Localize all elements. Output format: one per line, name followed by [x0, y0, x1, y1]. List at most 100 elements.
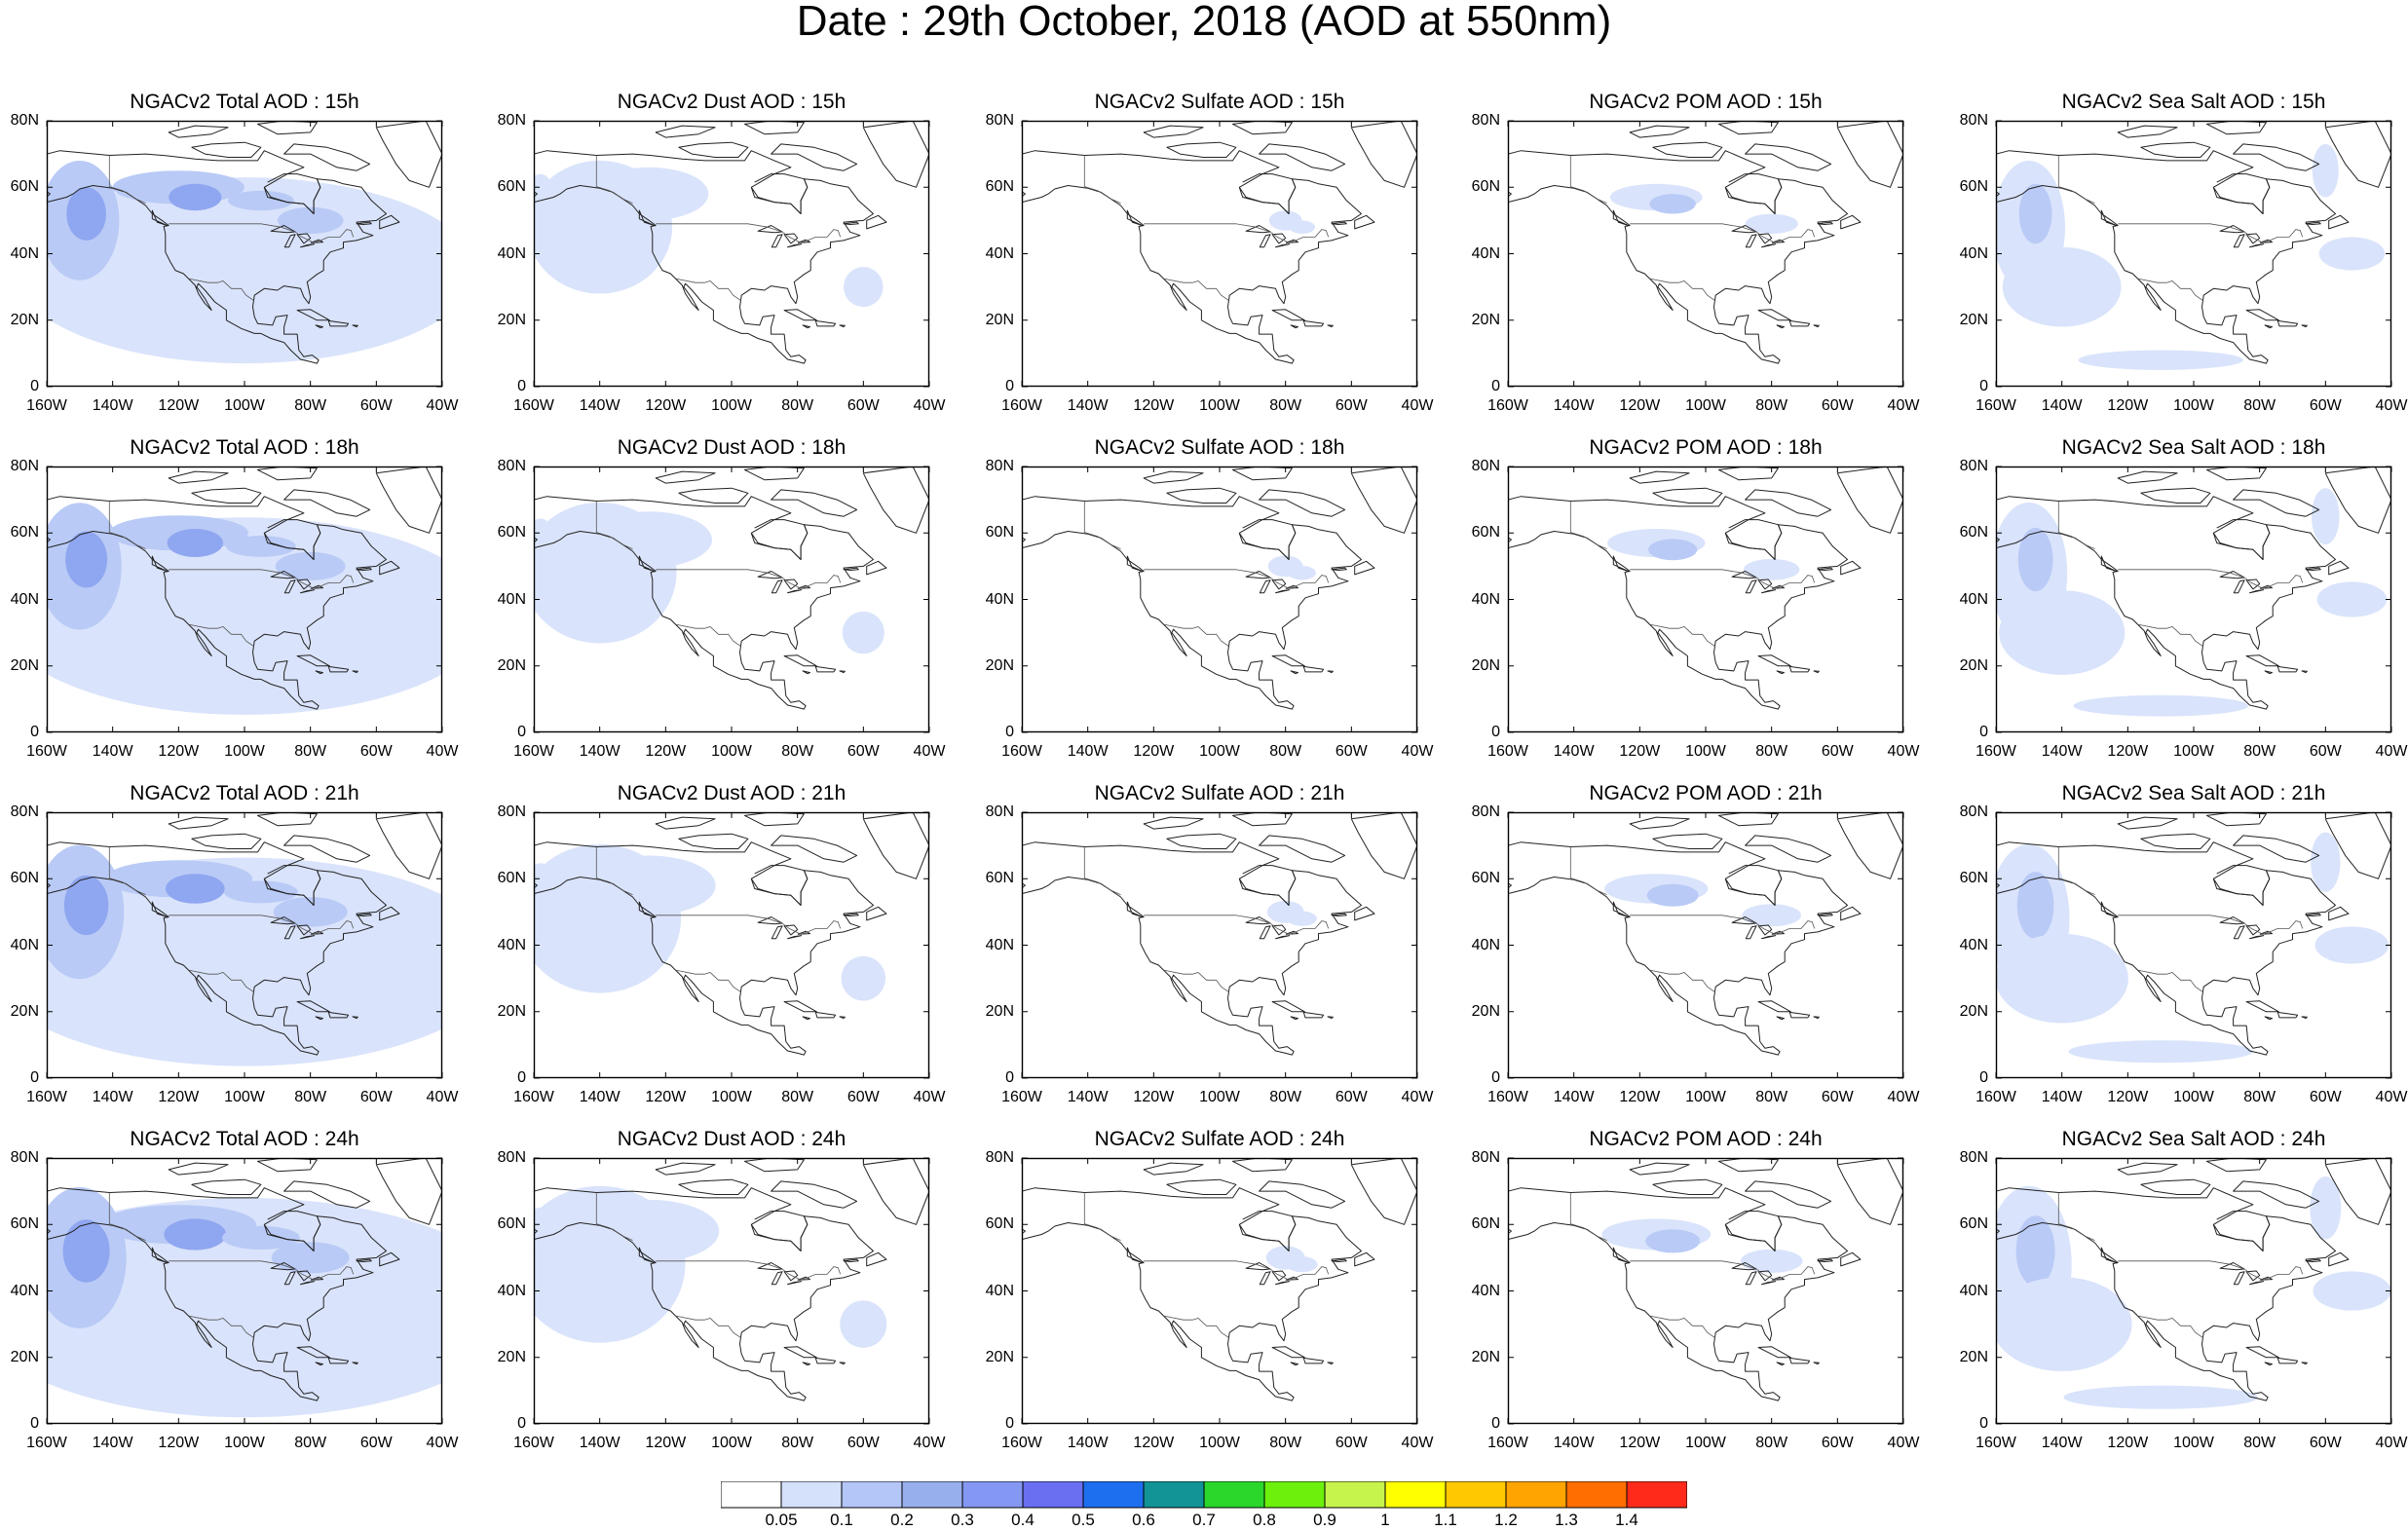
island [2301, 670, 2308, 674]
aerosol-region [1646, 883, 1699, 907]
lon-tick-label: 100W [1199, 1435, 1240, 1451]
coastline [2212, 519, 2271, 560]
island [1718, 467, 1779, 481]
lat-tick-label: 40N [1471, 1282, 1500, 1299]
aerosol-region [2311, 832, 2341, 892]
aerosol-region [2318, 237, 2386, 271]
country-border [675, 1315, 741, 1338]
country-border [1630, 569, 1816, 589]
lon-tick-label: 60W [359, 1435, 393, 1451]
lat-tick-label: 40N [1959, 590, 1988, 608]
island [375, 1158, 442, 1225]
map-panel [1021, 466, 1418, 733]
island [2264, 670, 2273, 675]
island [2117, 125, 2178, 138]
lon-tick-label: 60W [1821, 1435, 1854, 1451]
lat-tick-label: 40N [1471, 590, 1500, 608]
lat-tick-label: 60N [1959, 178, 1988, 196]
island [257, 1158, 318, 1173]
lake [296, 579, 312, 590]
lat-tick-label: 80N [1959, 803, 1988, 820]
island [375, 812, 442, 879]
lat-tick-label: 40N [10, 1282, 39, 1299]
island [151, 209, 168, 226]
lake [787, 243, 803, 248]
island [744, 121, 805, 135]
lake [1761, 1281, 1777, 1286]
lake [283, 579, 296, 594]
lon-tick-label: 120W [645, 1089, 687, 1105]
lake [1285, 239, 1298, 243]
lake [2245, 924, 2261, 936]
island [1354, 560, 1375, 576]
lat-tick-label: 80N [1959, 1149, 1988, 1166]
island [802, 1362, 810, 1366]
panel-title: NGACv2 Sea Salt AOD : 24h [2061, 1128, 2326, 1150]
aerosol-region [169, 183, 222, 211]
lake [1771, 1276, 1785, 1281]
lon-tick-label: 120W [1619, 1089, 1661, 1105]
lat-tick-label: 0 [30, 1069, 39, 1086]
island [1776, 670, 1785, 675]
lon-tick-label: 120W [1619, 743, 1661, 760]
lon-tick-label: 160W [1975, 397, 2016, 414]
island [1350, 467, 1417, 534]
island [2324, 467, 2391, 534]
country-border [2137, 623, 2203, 647]
island [866, 560, 887, 576]
lon-tick-label: 40W [1401, 397, 1434, 414]
colorbar-label: 1 [1380, 1511, 1390, 1529]
lat-tick-label: 60N [10, 870, 39, 887]
lon-tick-label: 60W [2309, 1089, 2342, 1105]
lon-tick-label: 120W [1133, 1089, 1175, 1105]
island [1126, 901, 1143, 917]
lake [2259, 930, 2273, 935]
island [1836, 467, 1903, 534]
coastline [1238, 1211, 1297, 1251]
country-border [656, 915, 842, 935]
panel-title: NGACv2 Sea Salt AOD : 21h [2061, 782, 2326, 804]
lon-tick-label: 60W [1821, 743, 1854, 760]
lon-tick-label: 60W [1335, 743, 1368, 760]
lon-tick-label: 40W [426, 743, 459, 760]
aerosol-region [2314, 926, 2389, 964]
island [257, 812, 318, 827]
lake [1245, 571, 1271, 579]
island [1290, 1016, 1298, 1021]
island [862, 467, 929, 534]
country-border [656, 223, 842, 243]
colorbar-label: 0.8 [1253, 1511, 1276, 1529]
lon-tick-label: 160W [1975, 743, 2016, 760]
coastline [263, 519, 321, 560]
map-panel [1507, 811, 1904, 1079]
colorbar-swatch [1203, 1481, 1265, 1509]
lat-tick-label: 0 [1005, 1069, 1014, 1086]
colorbar-swatch [1263, 1481, 1326, 1509]
map-panel [1995, 1157, 2392, 1425]
island [2264, 1016, 2273, 1021]
lon-tick-label: 100W [2173, 1089, 2214, 1105]
lat-tick-label: 0 [1491, 378, 1500, 394]
island [1143, 125, 1204, 138]
lon-tick-label: 40W [913, 743, 946, 760]
lon-tick-label: 40W [913, 1435, 946, 1451]
lat-tick-label: 80N [1471, 1149, 1500, 1166]
lat-tick-label: 20N [497, 1002, 526, 1020]
aerosol-region [1288, 566, 1316, 580]
lat-tick-label: 20N [985, 1002, 1014, 1020]
island [168, 816, 229, 830]
island [327, 319, 350, 327]
panel-title: NGACv2 POM AOD : 15h [1589, 91, 1823, 113]
country-border [188, 278, 254, 301]
lat-tick-label: 60N [497, 1215, 526, 1233]
lake [2249, 243, 2265, 248]
colorbar-swatch [1324, 1481, 1386, 1509]
map-panel [1507, 120, 1904, 388]
panel-title: NGACv2 POM AOD : 21h [1589, 782, 1823, 804]
island [1302, 1011, 1325, 1019]
island [151, 1247, 168, 1263]
island [1652, 141, 1723, 158]
coastline [750, 519, 809, 560]
country-border [1649, 969, 1715, 992]
island [2305, 913, 2321, 916]
